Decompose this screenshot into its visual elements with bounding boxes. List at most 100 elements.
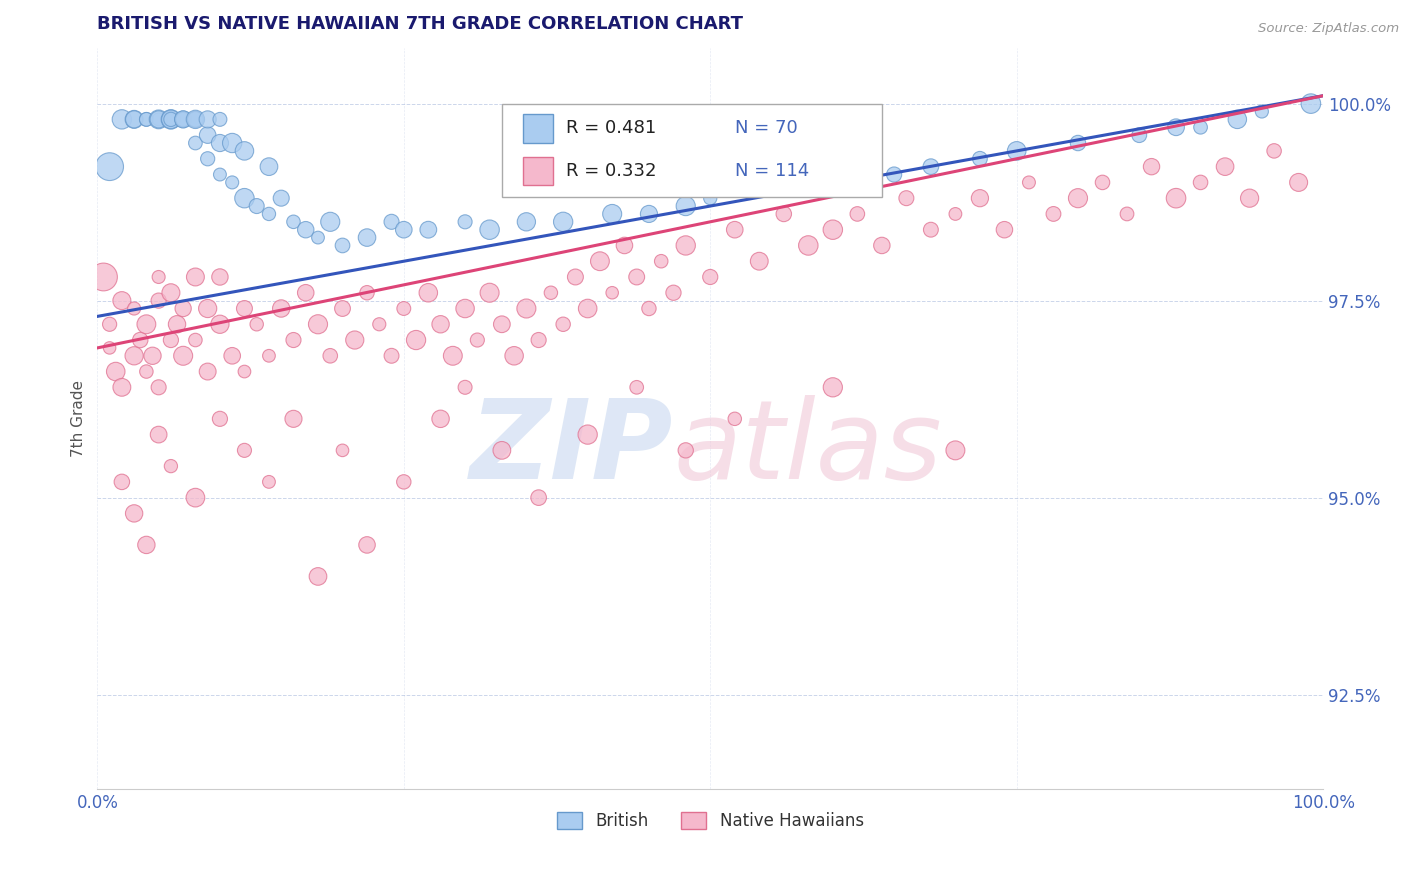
Point xyxy=(576,301,599,316)
Point xyxy=(797,238,820,252)
Point xyxy=(160,112,183,127)
Point xyxy=(122,301,145,316)
Point xyxy=(160,112,183,127)
Point xyxy=(233,365,256,379)
Point xyxy=(172,349,194,363)
Point xyxy=(208,412,231,426)
Point xyxy=(184,270,207,285)
Point xyxy=(98,160,121,174)
Point xyxy=(184,491,207,505)
Point xyxy=(283,412,305,426)
Point xyxy=(148,112,170,127)
Point xyxy=(478,223,501,237)
Point xyxy=(846,207,869,221)
Text: ZIP: ZIP xyxy=(470,395,673,502)
Point xyxy=(184,112,207,127)
Point xyxy=(600,285,623,300)
Point xyxy=(675,443,697,458)
Point xyxy=(184,112,207,127)
Point xyxy=(576,427,599,442)
Point xyxy=(1164,120,1187,135)
Point xyxy=(197,128,219,142)
Text: N = 114: N = 114 xyxy=(735,161,808,179)
Point xyxy=(1189,120,1212,135)
Point xyxy=(148,270,170,285)
Point xyxy=(246,199,269,213)
Point xyxy=(160,112,183,127)
Point xyxy=(111,112,134,127)
Point xyxy=(122,349,145,363)
Point xyxy=(93,270,115,285)
Point xyxy=(454,215,477,229)
Y-axis label: 7th Grade: 7th Grade xyxy=(72,380,86,458)
FancyBboxPatch shape xyxy=(523,157,554,185)
Point xyxy=(129,333,152,347)
Point xyxy=(283,333,305,347)
Point xyxy=(1213,160,1236,174)
Point xyxy=(772,207,794,221)
Point xyxy=(122,112,145,127)
Point xyxy=(98,318,121,332)
Point xyxy=(993,223,1015,237)
Text: atlas: atlas xyxy=(673,395,942,502)
Point xyxy=(589,254,612,268)
Text: N = 70: N = 70 xyxy=(735,120,797,137)
Point xyxy=(883,168,905,182)
Point xyxy=(1239,191,1261,205)
Point xyxy=(870,238,893,252)
Point xyxy=(380,215,402,229)
Point xyxy=(392,223,415,237)
Point xyxy=(184,112,207,127)
Point xyxy=(1164,191,1187,205)
Point xyxy=(148,380,170,394)
Point xyxy=(319,349,342,363)
Point xyxy=(135,538,157,552)
Point xyxy=(1116,207,1139,221)
Point xyxy=(122,112,145,127)
Point xyxy=(319,215,342,229)
Point xyxy=(148,427,170,442)
Point xyxy=(135,112,157,127)
Point xyxy=(564,270,586,285)
Point xyxy=(527,491,550,505)
Point xyxy=(135,365,157,379)
Point xyxy=(172,112,194,127)
Point xyxy=(1189,176,1212,190)
Point xyxy=(1018,176,1040,190)
Point xyxy=(104,365,127,379)
Point xyxy=(675,238,697,252)
Point xyxy=(515,301,537,316)
Point xyxy=(553,215,575,229)
Point xyxy=(748,254,770,268)
Point xyxy=(332,301,354,316)
Point xyxy=(160,459,183,474)
Point xyxy=(491,443,513,458)
Point xyxy=(491,318,513,332)
Point xyxy=(307,230,329,244)
Point xyxy=(1263,144,1285,158)
Point xyxy=(172,112,194,127)
Point xyxy=(160,112,183,127)
Point xyxy=(148,112,170,127)
Text: BRITISH VS NATIVE HAWAIIAN 7TH GRADE CORRELATION CHART: BRITISH VS NATIVE HAWAIIAN 7TH GRADE COR… xyxy=(97,15,744,33)
Point xyxy=(111,380,134,394)
Point xyxy=(122,507,145,521)
Point xyxy=(1042,207,1064,221)
Point xyxy=(626,380,648,394)
Point xyxy=(1091,176,1114,190)
Point xyxy=(172,301,194,316)
Point xyxy=(503,349,526,363)
Point xyxy=(896,191,918,205)
Point xyxy=(197,365,219,379)
Point xyxy=(724,412,747,426)
Point xyxy=(638,207,661,221)
Point xyxy=(969,152,991,166)
Point xyxy=(356,285,378,300)
Point xyxy=(184,112,207,127)
Point xyxy=(135,318,157,332)
Point xyxy=(920,223,942,237)
Point xyxy=(1140,160,1163,174)
Point xyxy=(233,301,256,316)
FancyBboxPatch shape xyxy=(502,104,882,196)
Point xyxy=(160,112,183,127)
